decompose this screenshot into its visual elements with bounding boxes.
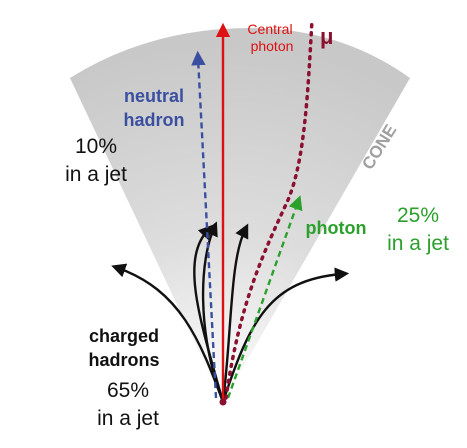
photon-label: photon xyxy=(306,218,367,238)
neutral-hadron-arrow xyxy=(191,50,218,399)
photon-arrow xyxy=(226,195,303,399)
neutral-hadron-label-line1: neutral xyxy=(124,86,184,106)
jet-cone xyxy=(70,28,410,402)
muon-label: μ xyxy=(320,24,333,49)
photon-fraction-line1: 25% xyxy=(397,204,439,227)
central-photon-label-line1: Central xyxy=(247,21,292,37)
neutral-fraction-line2: in a jet xyxy=(65,163,127,186)
charged-hadrons-label-line2: hadrons xyxy=(88,350,159,370)
neutral-hadron-label-line2: hadron xyxy=(124,110,185,130)
charged-fraction-line1: 65% xyxy=(107,379,149,402)
charged-fraction-line2: in a jet xyxy=(97,407,159,430)
charged-hadrons-label-line1: charged xyxy=(89,326,159,346)
photon-fraction-line2: in a jet xyxy=(387,232,449,255)
charged-track-right xyxy=(221,267,350,403)
central-photon-label-line2: photon xyxy=(251,38,294,54)
interaction-vertex xyxy=(219,398,227,406)
neutral-fraction-line1: 10% xyxy=(75,135,117,158)
muon-track xyxy=(224,18,314,400)
charged-track-center xyxy=(221,223,249,403)
